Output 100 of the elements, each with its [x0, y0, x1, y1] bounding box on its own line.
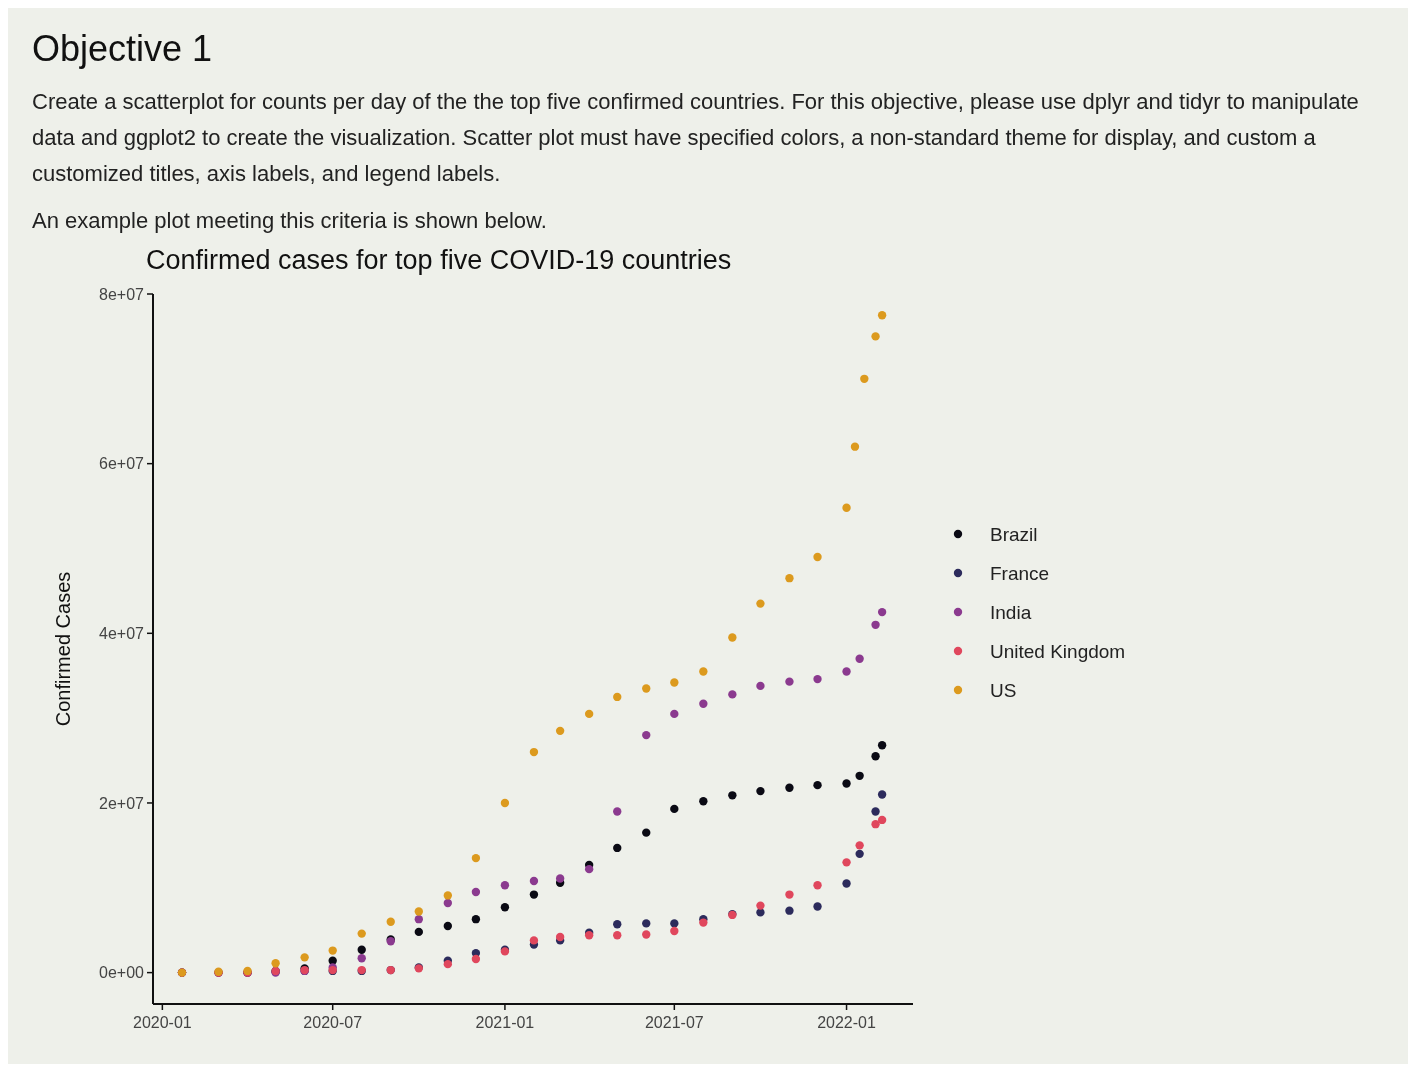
point: [471, 887, 481, 897]
point: [871, 620, 880, 629]
point: [357, 945, 366, 954]
point: [443, 898, 453, 908]
point: [613, 807, 622, 816]
text: Objective 1: [32, 28, 214, 70]
point: [728, 791, 737, 800]
point: [877, 790, 887, 799]
legend-label: United Kingdom: [990, 640, 1126, 662]
point: [584, 864, 594, 874]
point: [414, 915, 423, 924]
point: [855, 654, 864, 663]
point: [871, 332, 880, 341]
point: [842, 667, 851, 676]
point: [871, 807, 880, 816]
point: [756, 599, 765, 608]
point: [699, 667, 708, 676]
point: [877, 815, 887, 825]
legend-label: India: [990, 601, 1032, 623]
point: [642, 730, 651, 740]
point: [471, 915, 481, 924]
point: [756, 901, 765, 910]
point: [642, 930, 651, 939]
point: [855, 771, 864, 780]
point: [328, 946, 337, 955]
point: [813, 552, 822, 562]
point: [555, 874, 565, 883]
point: [555, 932, 565, 942]
point: [756, 681, 765, 691]
point: [877, 741, 887, 750]
point: [613, 843, 622, 853]
point: [813, 902, 822, 911]
point: [471, 853, 481, 863]
point: [500, 881, 510, 890]
point: [386, 917, 395, 926]
point: [699, 699, 708, 708]
point: [871, 819, 880, 829]
point: [443, 921, 453, 931]
point: [871, 752, 880, 761]
point: [443, 959, 453, 969]
point: [529, 936, 539, 945]
text: Create a scatterplot for counts per day of the the top five confirmed countries. For this objective, please use dplyr and tidyr to manipulate data and ggplot2 to create the visualization. Scatter plot must have specified colors, a non-standard theme for display, and custom a customized titles, axis labels, and legend labels.: [32, 88, 1360, 188]
chart-title: Confirmed cases for top five COVID-19 countries: [146, 245, 732, 275]
point: [842, 858, 851, 867]
text: An example plot meeting this criteria is shown below.: [32, 208, 548, 234]
x-tick-label: 2021-07: [644, 1014, 704, 1031]
point: [529, 890, 539, 899]
point: [855, 841, 864, 850]
point: [613, 920, 622, 929]
x-tick-label: 2021-01: [475, 1014, 535, 1031]
point: [670, 919, 679, 928]
x-tick-label: 2020-07: [303, 1014, 363, 1031]
x-tick-label: 2022-01: [817, 1014, 877, 1031]
point: [500, 903, 510, 912]
y-axis-title: Confirmed Cases: [52, 571, 74, 727]
point: [842, 879, 851, 888]
point: [842, 779, 851, 788]
legend-label: Brazil: [990, 523, 1038, 545]
point: [443, 891, 453, 900]
point: [728, 633, 737, 642]
point: [785, 906, 794, 915]
y-tick-label: 6e+07: [99, 455, 145, 473]
point: [813, 881, 822, 890]
point: [877, 607, 887, 617]
point: [529, 747, 539, 757]
y-tick-label: 2e+07: [99, 794, 145, 812]
point: [584, 709, 594, 719]
point: [642, 684, 651, 693]
point: [357, 954, 366, 963]
y-tick-label: 0e+00: [99, 964, 145, 982]
point: [728, 690, 737, 699]
point: [785, 573, 794, 583]
legend-label: US: [990, 679, 1017, 701]
point: [613, 692, 622, 702]
legend-label: France: [990, 562, 1050, 584]
point: [271, 959, 280, 968]
point: [785, 890, 794, 899]
point: [860, 374, 869, 383]
point: [500, 798, 510, 808]
point: [642, 919, 651, 928]
point: [785, 783, 794, 792]
point: [699, 797, 708, 806]
y-tick-label: 8e+07: [99, 285, 145, 303]
point: [670, 709, 679, 719]
point: [670, 678, 679, 687]
point: [300, 953, 309, 962]
point: [756, 786, 765, 796]
point: [855, 849, 864, 859]
point: [555, 726, 565, 736]
point: [471, 954, 481, 964]
point: [842, 503, 851, 512]
x-tick-label: 2020-01: [133, 1014, 192, 1031]
point: [642, 828, 651, 837]
point: [670, 804, 679, 814]
point: [850, 442, 860, 451]
point: [813, 674, 822, 684]
point: [529, 876, 539, 886]
point: [613, 931, 622, 940]
point: [414, 927, 423, 937]
point: [670, 926, 679, 936]
